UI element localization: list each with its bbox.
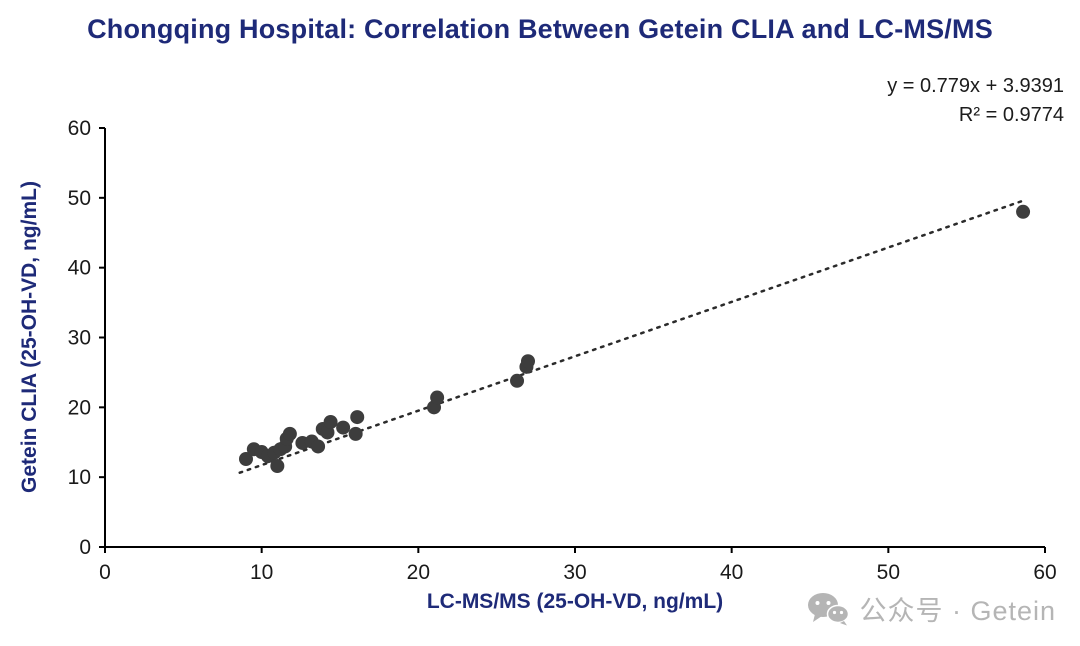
x-tick-label: 30 [563, 561, 586, 584]
x-axis-label: LC-MS/MS (25-OH-VD, ng/mL) [426, 590, 724, 613]
x-tick-label: 50 [877, 561, 900, 584]
data-point [350, 410, 365, 425]
data-point [510, 373, 525, 388]
data-point [521, 354, 535, 369]
data-point [311, 439, 326, 454]
data-point [239, 452, 253, 467]
trendline [238, 199, 1025, 474]
x-tick-label: 60 [1033, 561, 1056, 584]
data-point [430, 390, 445, 405]
data-point [270, 458, 285, 473]
y-tick-label: 0 [79, 536, 91, 559]
y-tick-label: 10 [68, 466, 91, 489]
watermark: 公众号 · Getein [807, 589, 1056, 628]
x-tick-label: 40 [720, 561, 743, 584]
data-point [1016, 204, 1031, 219]
data-point [336, 420, 351, 435]
wechat-icon [807, 592, 850, 626]
data-point [282, 426, 297, 441]
y-tick-label: 40 [68, 257, 91, 280]
x-tick-label: 0 [99, 561, 111, 584]
r-squared-value: R² = 0.9774 [958, 104, 1064, 126]
y-axis-label: Getein CLIA (25-OH-VD, ng/mL) [18, 181, 41, 493]
data-point [323, 414, 338, 429]
data-point [348, 426, 363, 441]
trendline-annotation: y = 0.779x + 3.9391 R² = 0.9774 [887, 72, 1064, 130]
y-tick-label: 30 [68, 327, 91, 350]
y-tick-label: 20 [68, 396, 91, 419]
x-tick-label: 10 [250, 561, 273, 584]
x-tick-label: 20 [407, 561, 430, 584]
chart-title: Chongqing Hospital: Correlation Between … [87, 14, 993, 44]
watermark-text: 公众号 · Getein [859, 596, 1056, 626]
trendline-equation: y = 0.779x + 3.9391 [887, 75, 1064, 97]
y-tick-label: 50 [68, 187, 91, 210]
y-tick-label: 60 [68, 117, 91, 140]
